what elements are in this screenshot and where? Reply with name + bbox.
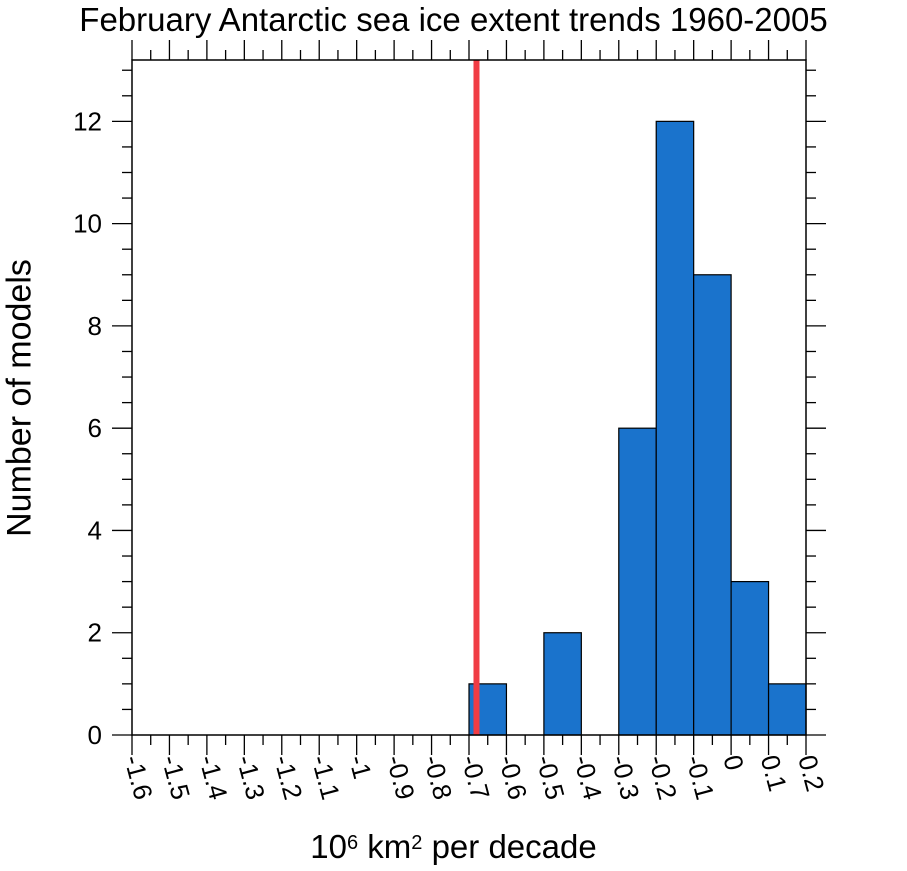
x-tick-label: -1.3 bbox=[231, 752, 272, 803]
x-tick-label: -1 bbox=[343, 752, 378, 782]
x-tick-label: -1.4 bbox=[193, 752, 234, 803]
x-tick-label: -0.1 bbox=[680, 752, 721, 803]
x-tick-label: -0.5 bbox=[530, 752, 571, 803]
x-axis-title-base: 10 bbox=[310, 828, 347, 865]
x-axis-title-exp1: 6 bbox=[346, 832, 359, 854]
x-tick-label: -0.6 bbox=[493, 752, 534, 803]
histogram-bar bbox=[655, 120, 695, 736]
x-tick-label: 0.1 bbox=[755, 752, 793, 795]
x-axis-title: 106 km2 per decade bbox=[0, 827, 907, 867]
chart-title: February Antarctic sea ice extent trends… bbox=[79, 1, 828, 38]
x-axis-title-suffix: per decade bbox=[422, 828, 597, 865]
x-tick-label: -0.8 bbox=[418, 752, 459, 803]
histogram-bar bbox=[543, 632, 582, 736]
x-tick-label: -0.4 bbox=[568, 752, 609, 803]
x-tick-label: -1.2 bbox=[268, 752, 309, 803]
y-tick-label: 6 bbox=[88, 413, 102, 443]
histogram-bar bbox=[693, 274, 732, 736]
histogram-bar bbox=[618, 427, 657, 736]
histogram-bar bbox=[767, 683, 807, 736]
x-tick-label: -0.9 bbox=[380, 752, 421, 803]
y-tick-label: 10 bbox=[73, 209, 102, 239]
y-tick-label: 4 bbox=[88, 515, 102, 545]
x-tick-label: -1.6 bbox=[118, 752, 159, 803]
x-tick-label: -1.1 bbox=[305, 752, 346, 803]
x-axis-title-unit: km bbox=[358, 828, 412, 865]
x-tick-label: 0.2 bbox=[792, 752, 830, 795]
x-axis-title-exp2: 2 bbox=[411, 832, 423, 854]
x-tick-label: -0.3 bbox=[605, 752, 646, 803]
y-tick-label: 2 bbox=[88, 618, 102, 648]
x-tick-label: -0.2 bbox=[642, 752, 683, 803]
x-tick-label: 0 bbox=[717, 752, 750, 774]
y-tick-label: 8 bbox=[88, 311, 102, 341]
y-tick-label: 12 bbox=[73, 106, 102, 136]
x-tick-label: -1.5 bbox=[156, 752, 197, 803]
x-tick-label: -0.7 bbox=[455, 752, 496, 803]
y-tick-label: 0 bbox=[88, 720, 102, 750]
histogram-bar bbox=[730, 580, 770, 736]
